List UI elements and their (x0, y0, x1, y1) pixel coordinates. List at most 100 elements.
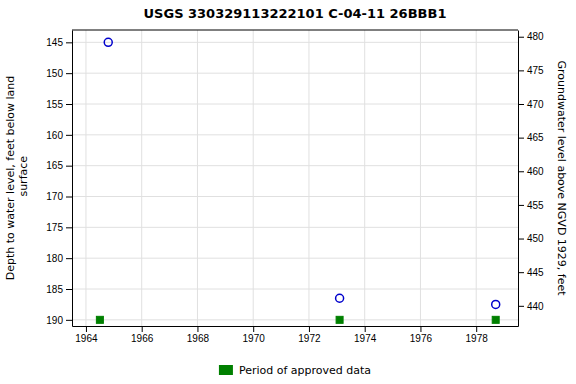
tick-label: 1970 (243, 333, 266, 344)
legend-swatch (219, 365, 233, 375)
grid-line (308, 30, 309, 326)
grid-line (253, 30, 254, 326)
tick-mark (518, 306, 524, 307)
tick-label: 1974 (354, 333, 377, 344)
tick-mark (197, 326, 198, 332)
tick-label: 145 (46, 37, 63, 48)
tick-label: 475 (527, 65, 544, 76)
tick-label: 155 (46, 99, 63, 110)
tick-label: 1964 (75, 333, 98, 344)
tick-label: 455 (527, 200, 544, 211)
tick: 160 (46, 130, 72, 141)
tick-mark (66, 166, 72, 167)
tick-mark (253, 326, 254, 332)
tick-label: 1968 (187, 333, 210, 344)
tick-mark (518, 138, 524, 139)
tick: 185 (46, 284, 72, 295)
point (104, 38, 112, 46)
tick-mark (66, 258, 72, 259)
tick-label: 150 (46, 68, 63, 79)
series (96, 316, 499, 323)
tick-mark (66, 73, 72, 74)
point (492, 300, 500, 308)
tick-label: 1976 (410, 333, 433, 344)
grid-line (72, 42, 518, 43)
grid-line (72, 134, 518, 135)
series (104, 38, 499, 308)
tick-label: 170 (46, 191, 63, 202)
y2-axis-title: Groundwater level above NGVD 1929, feet (555, 60, 568, 296)
tick: 1978 (466, 326, 489, 344)
point (96, 316, 103, 323)
tick-mark (66, 197, 72, 198)
tick: 150 (46, 68, 72, 79)
y-axis: 145 150 155 160 165 170 175 180 185 190 (46, 31, 72, 327)
tick: 165 (46, 160, 72, 171)
x-axis: 19641966196819701972197419761978 (73, 326, 519, 344)
tick: 445 (518, 267, 544, 278)
legend-label: Period of approved data (239, 364, 371, 377)
tick: 465 (518, 132, 544, 143)
tick: 190 (46, 315, 72, 326)
tick-label: 185 (46, 284, 63, 295)
tick: 1974 (354, 326, 377, 344)
grid-line (364, 30, 365, 326)
y-axis-title-line: Depth to water level, feet below land (4, 76, 17, 281)
grid-line (72, 73, 518, 74)
tick-mark (142, 326, 143, 332)
grid-line (72, 258, 518, 259)
grid-line (72, 289, 518, 290)
tick-label: 1966 (131, 333, 154, 344)
tick-mark (66, 227, 72, 228)
axis-line (72, 31, 73, 327)
tick-label: 470 (527, 99, 544, 110)
grid-line (72, 165, 518, 166)
tick: 1976 (410, 326, 433, 344)
tick-mark (518, 171, 524, 172)
grid-line (72, 227, 518, 228)
tick: 480 (518, 31, 544, 42)
tick-label: 450 (527, 233, 544, 244)
frame (72, 30, 518, 31)
marks (96, 38, 499, 323)
tick: 450 (518, 233, 544, 244)
tick: 170 (46, 191, 72, 202)
tick: 175 (46, 222, 72, 233)
tick-label: 1978 (466, 333, 489, 344)
chart: 1964196619681970197219741976197814515015… (0, 0, 576, 384)
grid-line (72, 319, 518, 320)
y-axis-title: Depth to water level, feet below land su… (4, 76, 30, 281)
tick: 470 (518, 99, 544, 110)
tick-mark (518, 239, 524, 240)
tick-label: 460 (527, 166, 544, 177)
axis-line (518, 31, 519, 327)
tick-label: 180 (46, 253, 63, 264)
tick: 440 (518, 301, 544, 312)
tick-mark (66, 135, 72, 136)
tick-mark (66, 289, 72, 290)
tick-label: 160 (46, 130, 63, 141)
tick-mark (518, 37, 524, 38)
point (336, 316, 343, 323)
tick-mark (309, 326, 310, 332)
tick-mark (66, 42, 72, 43)
tick-mark (365, 326, 366, 332)
tick-label: 465 (527, 132, 544, 143)
tick-mark (518, 272, 524, 273)
y2-axis: 480 475 470 465 460 455 450 445 440 (518, 31, 544, 327)
grid-line (141, 30, 142, 326)
tick: 455 (518, 200, 544, 211)
title: USGS 330329113222101 C-04-11 26BBB1 (144, 6, 447, 21)
grid-line (72, 104, 518, 105)
point (492, 316, 499, 323)
tick-mark (66, 104, 72, 105)
tick: 1970 (243, 326, 266, 344)
tick: 1964 (75, 326, 98, 344)
tick-mark (66, 320, 72, 321)
grid-line (420, 30, 421, 326)
grid (72, 30, 518, 326)
grid-line (197, 30, 198, 326)
tick: 1966 (131, 326, 154, 344)
tick-mark (518, 70, 524, 71)
tick-mark (518, 104, 524, 105)
